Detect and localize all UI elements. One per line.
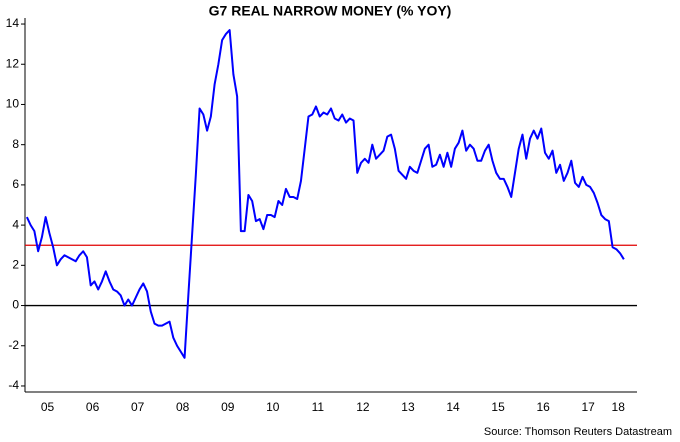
- x-tick-label: 05: [41, 400, 55, 414]
- x-tick-label: 17: [582, 400, 596, 414]
- x-tick-label: 08: [176, 400, 190, 414]
- x-tick-label: 15: [491, 400, 505, 414]
- x-tick-label: 07: [131, 400, 145, 414]
- y-tick-label: -2: [8, 338, 19, 352]
- x-tick-label: 18: [612, 400, 626, 414]
- y-tick-label: 8: [12, 137, 19, 151]
- x-tick-label: 16: [536, 400, 550, 414]
- x-tick-label: 12: [356, 400, 370, 414]
- chart-title: G7 REAL NARROW MONEY (% YOY): [209, 3, 452, 19]
- y-tick-label: 14: [6, 16, 20, 30]
- x-tick-label: 09: [221, 400, 235, 414]
- y-tick-label: 12: [6, 56, 20, 70]
- y-tick-label: 0: [12, 298, 19, 312]
- data-line: [25, 29, 625, 359]
- y-tick-label: -4: [8, 378, 19, 392]
- source-note: Source: Thomson Reuters Datastream: [484, 426, 672, 438]
- x-tick-label: 06: [86, 400, 100, 414]
- y-tick-label: 6: [12, 177, 19, 191]
- x-tick-label: 13: [401, 400, 415, 414]
- y-tick-label: 2: [12, 257, 19, 271]
- x-tick-label: 14: [446, 400, 460, 414]
- y-tick-label: 10: [6, 97, 20, 111]
- x-tick-label: 10: [266, 400, 280, 414]
- x-tick-label: 11: [312, 400, 325, 414]
- y-tick-label: 4: [12, 217, 19, 231]
